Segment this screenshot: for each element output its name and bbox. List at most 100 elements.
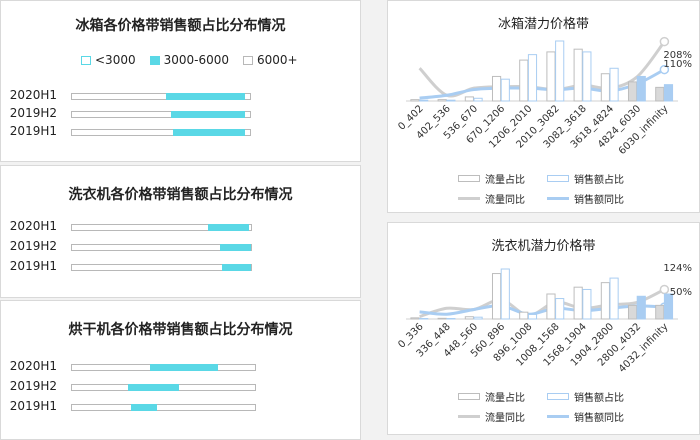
sales-share-bar [473,316,483,320]
sales-yoy-line [419,68,666,100]
dryer-share-title: 烘干机各价格带销售额占比分布情况 [68,322,293,338]
category-label: 2019H2 [9,379,57,393]
traffic-yoy-line [419,288,666,319]
traffic-share-bar [519,311,529,320]
washer-potential-legend: 流量占比 销售额占比 流量同比 销售额同比 [458,389,624,424]
legend-label: <3000 [95,53,136,67]
legend-item-traffic-yoy: 流量同比 [458,409,525,424]
line-end-marker [659,284,670,295]
legend-item-3000-6000: 3000-6000 [149,53,230,67]
tick-label: 4032_infinity [617,321,671,375]
traffic-share-bar [437,317,447,320]
data-label: 208% [663,50,692,61]
sales-share-bar [582,51,592,102]
traffic-share-bar [655,86,665,102]
fridge-potential-panel: 冰箱潜力价格带 208% 110% 0_402 402_536 536_670 670_1… [387,0,700,213]
sales-share-bar [500,78,510,102]
stacked-bar [71,364,256,371]
legend-item-traffic-share: 流量占比 [458,171,525,186]
fridge-potential-chart: 208%110%0_402402_536536_670670_12061206_… [396,36,692,157]
traffic-share-bar [464,96,474,102]
legend-item-traffic-share: 流量占比 [458,389,525,404]
bar-segment [127,384,180,391]
legend-swatch [458,197,480,200]
category-label: 2019H2 [9,106,57,120]
fridge-share-panel: 冰箱各价格带销售额占比分布情况 <3000 3000-6000 6000+ 20… [0,0,361,162]
traffic-share-bar [655,304,665,320]
traffic-share-bar [600,282,610,320]
bar-segment [172,129,245,136]
traffic-share-bar [491,75,502,102]
legend-item-sales-share: 销售额占比 [547,171,624,186]
traffic-share-bar [464,316,474,320]
traffic-share-bar [491,273,502,320]
bar-segment [171,111,245,118]
fridge-potential-title: 冰箱潜力价格带 [497,17,589,32]
sales-share-bar [419,99,429,102]
tick-label: 6030_infinity [617,103,671,157]
stacked-bar [71,93,251,100]
stacked-bar [71,224,252,231]
traffic-share-bar [546,293,556,320]
legend-swatch [547,175,569,182]
stacked-bar [71,384,256,391]
bar-segment [165,93,245,100]
sales-share-bar [527,54,538,102]
legend-swatch [458,415,480,418]
legend-label: 3000-6000 [163,53,230,67]
bar-segment [207,224,250,231]
sales-share-bar [663,293,674,320]
category-label: 2019H1 [9,259,57,273]
legend-item-lt3000: <3000 [81,53,136,67]
legend-item-sales-yoy: 销售额同比 [547,191,624,206]
data-label: 50% [670,287,692,298]
traffic-share-bar [627,81,638,102]
legend-swatch [243,55,254,65]
category-label: 2020H1 [9,88,57,102]
washer-share-panel: 洗衣机各价格带销售额占比分布情况 2020H1 2019H2 2019H1 [0,165,361,298]
fridge-potential-legend: 流量占比 销售额占比 流量同比 销售额同比 [458,171,624,206]
sales-share-bar [636,295,646,320]
sales-share-bar [527,313,538,320]
stacked-bar [71,264,252,271]
washer-potential-title: 洗衣机潜力价格带 [491,239,596,254]
bar-segment [131,404,158,411]
legend-label: 销售额占比 [574,175,624,186]
legend-label: 6000+ [257,53,298,67]
stacked-bar [71,129,251,136]
fridge-share-legend: <3000 3000-6000 6000+ [81,53,298,67]
traffic-share-bar [627,304,638,320]
sales-share-bar [500,268,510,320]
traffic-share-bar [519,59,529,102]
bar-segment [220,244,252,251]
sales-share-bar [446,99,456,102]
legend-swatch [547,393,569,400]
legend-swatch [547,415,569,418]
sales-share-bar [473,97,483,102]
bar-segment [222,264,252,271]
legend-label: 销售额占比 [574,393,624,404]
stacked-bar [71,111,251,118]
legend-label: 销售额同比 [574,413,624,424]
sales-yoy-line [419,304,665,316]
sales-share-bar [663,84,674,102]
legend-swatch [547,197,569,200]
legend-swatch [149,55,160,65]
line-end-marker [659,36,670,47]
legend-item-sales-yoy: 销售额同比 [547,409,624,424]
category-label: 2019H2 [9,239,57,253]
legend-swatch [458,175,480,182]
legend-swatch [458,393,480,400]
fridge-share-title: 冰箱各价格带销售额占比分布情况 [75,18,286,34]
sales-share-bar [555,40,565,102]
legend-label: 流量占比 [485,175,525,186]
category-label: 2019H1 [9,399,57,413]
category-label: 2020H1 [9,359,57,373]
traffic-share-bar [573,286,583,320]
traffic-share-bar [410,99,420,102]
stacked-bar [71,404,256,411]
category-label: 2020H1 [9,219,57,233]
data-label: 110% [663,59,692,70]
legend-swatch [81,55,91,65]
bar-segment [149,364,219,371]
